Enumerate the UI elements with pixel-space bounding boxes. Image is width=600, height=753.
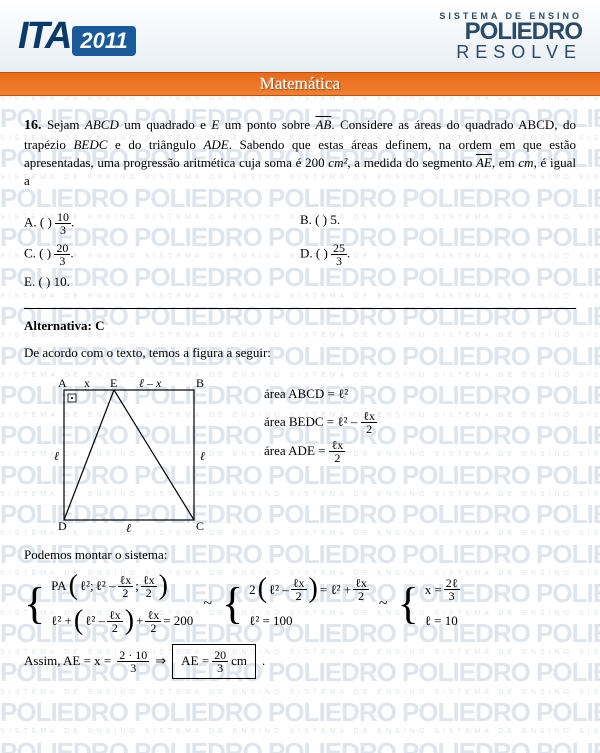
subject-title: Matemática	[260, 74, 340, 94]
area-equations: área ABCD = ℓ² área BEDC = ℓ² – ℓx2 área…	[264, 372, 377, 466]
ita-text: ITA	[18, 15, 70, 58]
logo-ita: ITA 2011	[18, 15, 136, 58]
answer-label: Alternativa: C	[24, 317, 576, 335]
svg-text:ℓ: ℓ	[200, 449, 205, 463]
svg-text:ℓ – x: ℓ – x	[139, 376, 162, 390]
diagram-row: A B C D E x ℓ – x ℓ ℓ ℓ área ABCD = ℓ² á…	[24, 372, 576, 532]
option-b: B. ( ) 5.	[300, 208, 576, 239]
option-c: C. ( ) 203.	[24, 239, 300, 270]
boxed-answer: AE = 203 cm	[172, 644, 256, 679]
divider	[24, 308, 576, 309]
svg-text:ℓ: ℓ	[54, 449, 59, 463]
option-e: E. ( ) 10.	[24, 270, 300, 294]
year-badge: 2011	[72, 26, 135, 56]
logo-poliedro: SISTEMA DE ENSINO POLIEDRO RESOLVE	[439, 11, 582, 61]
content-area: 16. Sejam ABCD um quadrado e E um ponto …	[0, 96, 600, 699]
svg-text:B: B	[196, 376, 204, 390]
solution-intro: De acordo com o texto, temos a figura a …	[24, 344, 576, 362]
svg-text:x: x	[84, 376, 90, 390]
svg-text:D: D	[58, 519, 67, 532]
options-block: A. ( ) 103. B. ( ) 5. C. ( ) 203. D. ( )…	[24, 208, 576, 294]
question-text: 16. Sejam ABCD um quadrado e E um ponto …	[24, 116, 576, 190]
page-header: ITA 2011 SISTEMA DE ENSINO POLIEDRO RESO…	[0, 0, 600, 72]
svg-text:E: E	[110, 376, 117, 390]
solution-mid: Podemos montar o sistema:	[24, 546, 576, 564]
square-diagram: A B C D E x ℓ – x ℓ ℓ ℓ	[44, 372, 234, 532]
svg-text:ℓ: ℓ	[126, 521, 131, 532]
svg-text:C: C	[196, 519, 204, 532]
poliedro-line3: RESOLVE	[439, 43, 582, 61]
poliedro-line2: POLIEDRO	[439, 21, 582, 43]
option-d: D. ( ) 253.	[300, 239, 576, 270]
svg-text:A: A	[58, 376, 67, 390]
question-number: 16.	[24, 118, 42, 133]
final-answer: Assim, AE = x = 2 · 103 ⇒ AE = 203 cm .	[24, 644, 576, 679]
subject-bar: Matemática	[0, 72, 600, 96]
system-block: { PA ( ℓ²; ℓ² – ℓx2 ; ℓx2 ) ℓ² + ( ℓ² – …	[24, 574, 576, 634]
option-a: A. ( ) 103.	[24, 208, 300, 239]
